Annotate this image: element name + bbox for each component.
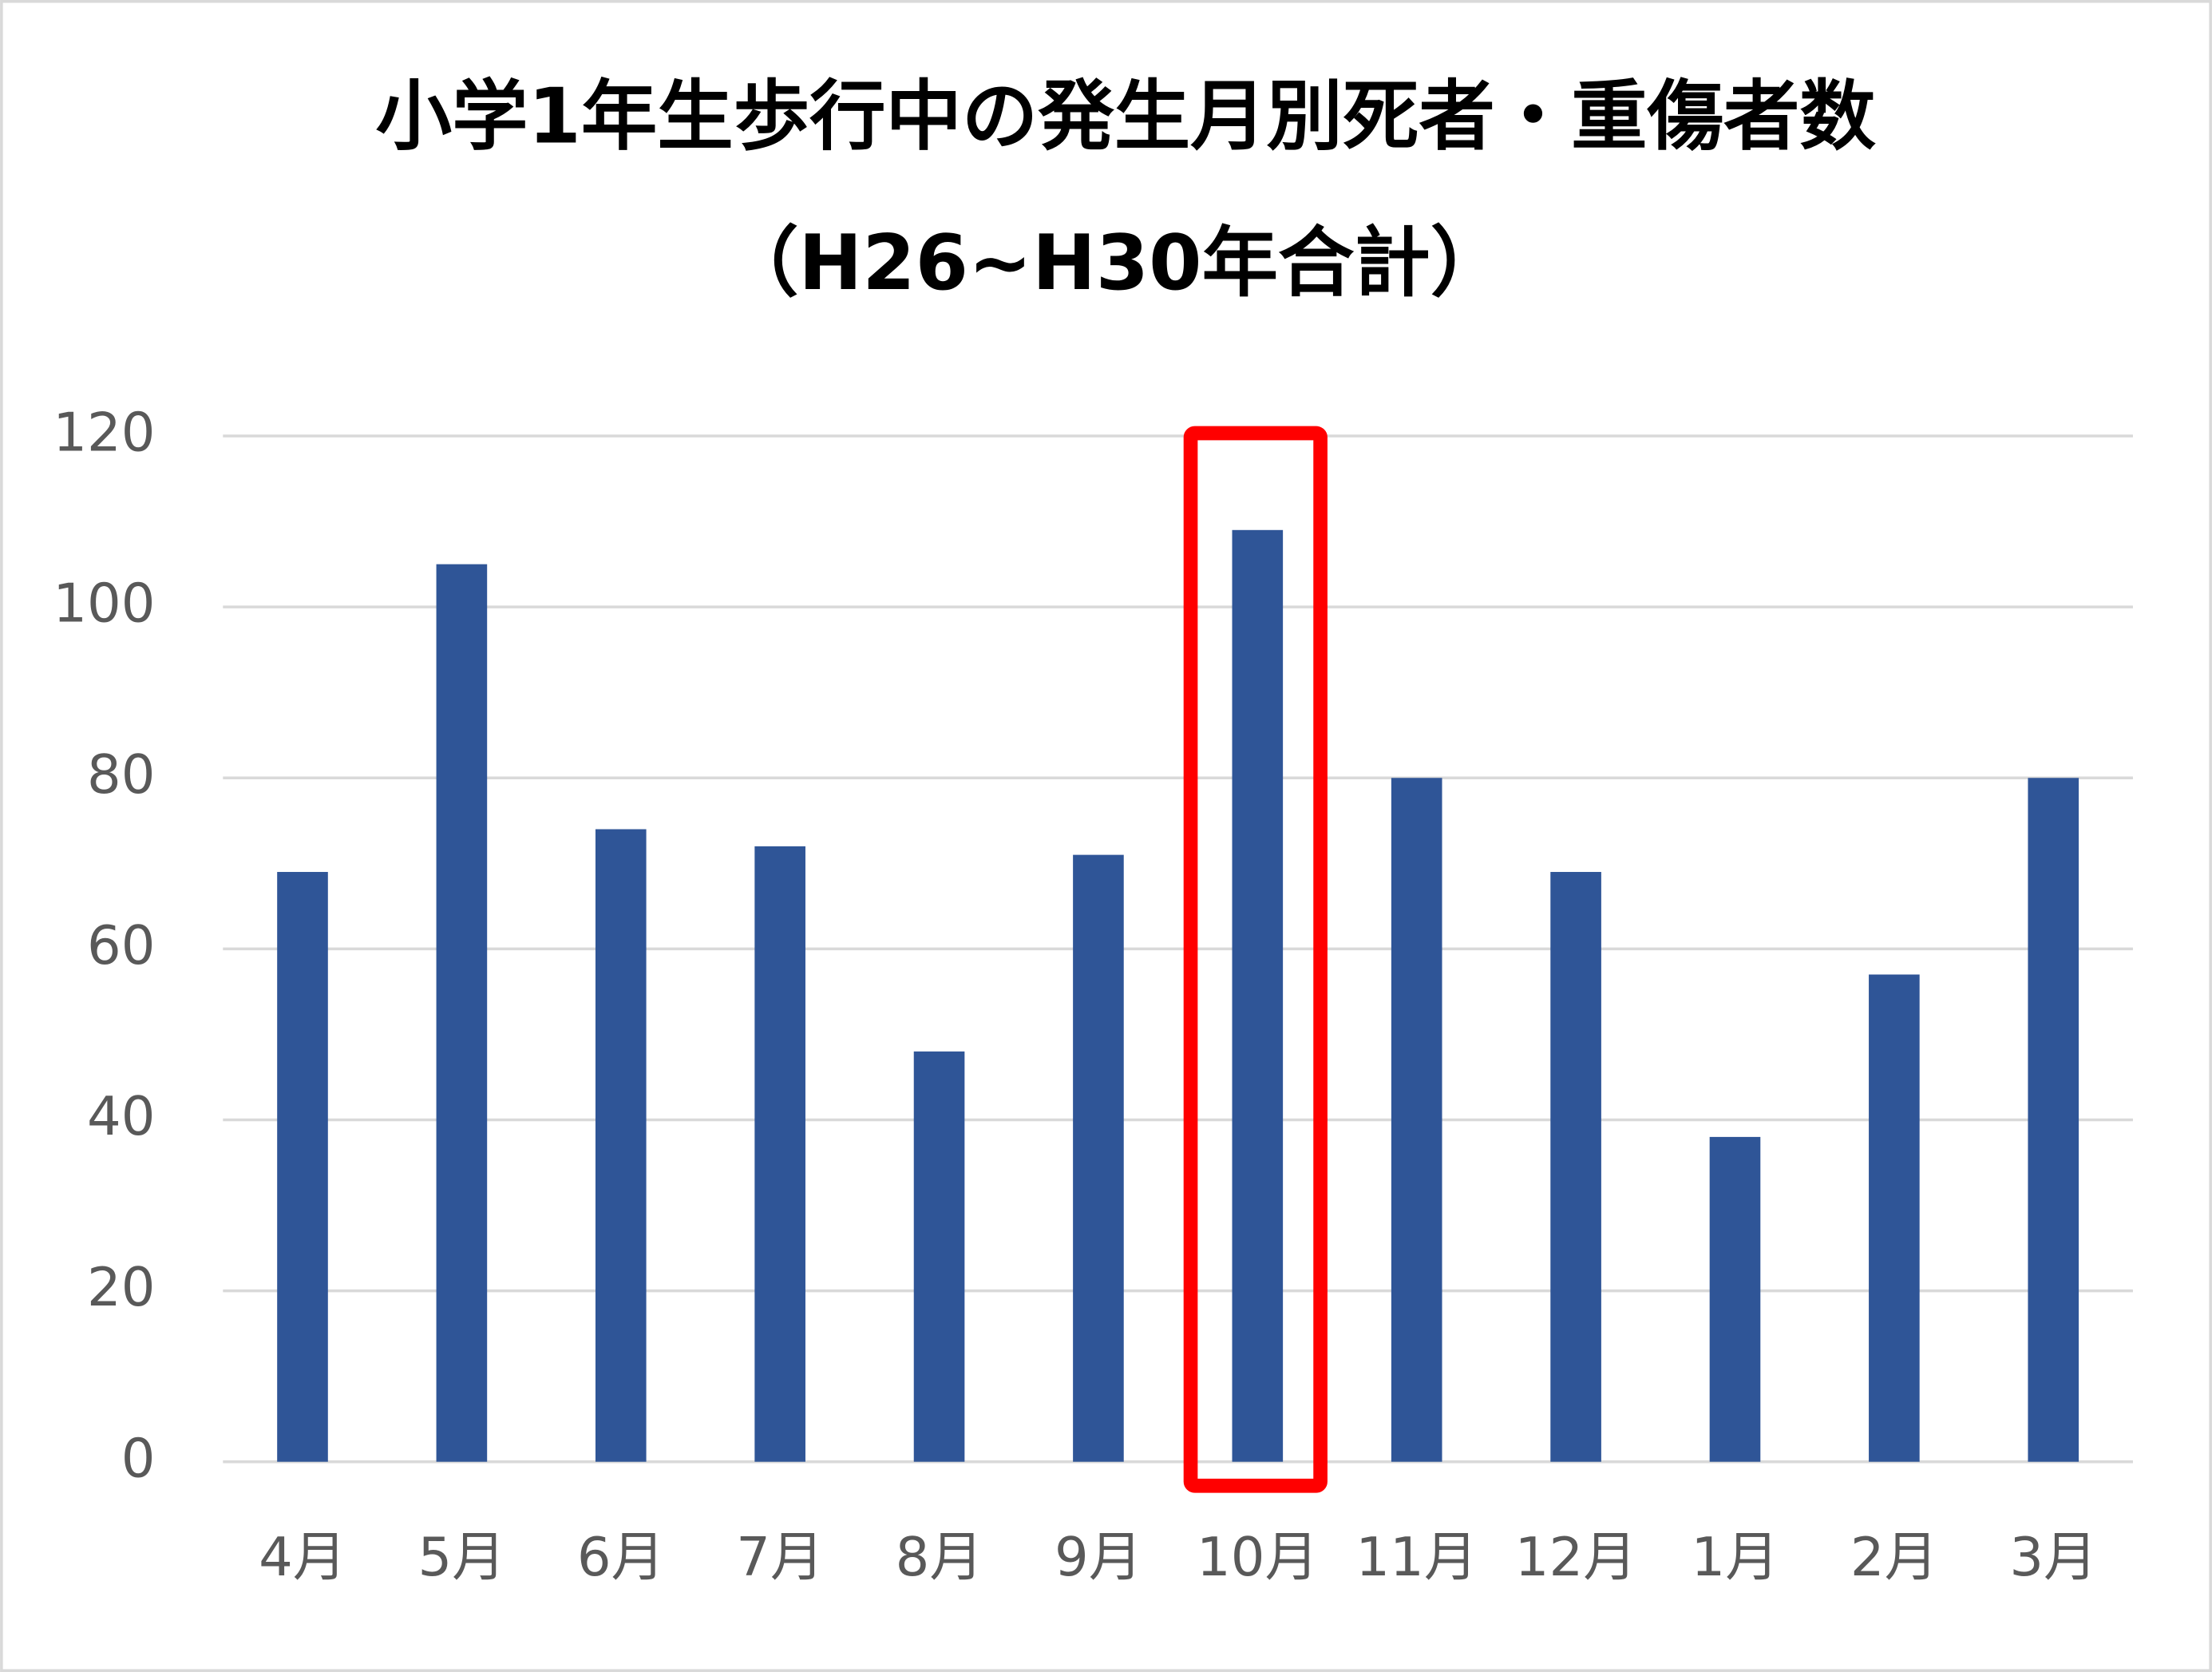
y-tick-label: 80 <box>87 743 155 806</box>
bar <box>1869 974 1920 1462</box>
bar <box>1550 872 1601 1462</box>
bar <box>1232 529 1284 1462</box>
x-tick-label: 10月 <box>1197 1526 1319 1588</box>
bar <box>1391 778 1442 1462</box>
bar <box>2028 778 2079 1462</box>
bar <box>277 872 328 1462</box>
highlight-box <box>1183 426 1328 1493</box>
bar <box>913 1051 965 1462</box>
x-tick-label: 3月 <box>2009 1526 2097 1588</box>
chart-subtitle: （H26~H30年合計） <box>722 218 1506 307</box>
x-tick-label: 12月 <box>1515 1526 1637 1588</box>
x-tick-label: 9月 <box>1055 1526 1142 1588</box>
x-tick-label: 5月 <box>417 1526 505 1588</box>
x-tick-label: 1月 <box>1692 1526 1779 1588</box>
x-tick-label: 6月 <box>577 1526 665 1588</box>
x-tick-label: 2月 <box>1850 1526 1938 1588</box>
bar <box>595 829 647 1462</box>
x-tick-label: 7月 <box>736 1526 824 1588</box>
y-tick-label: 0 <box>121 1427 156 1489</box>
y-tick-label: 100 <box>53 573 155 635</box>
y-tick-label: 60 <box>87 914 155 977</box>
x-tick-label: 11月 <box>1355 1526 1478 1588</box>
x-tick-label: 4月 <box>259 1526 346 1588</box>
y-tick-label: 40 <box>87 1085 155 1147</box>
x-tick-label: 8月 <box>896 1526 983 1588</box>
bar <box>436 564 488 1462</box>
bar <box>1709 1136 1761 1462</box>
chart-title: 小学1年生歩行中の発生月別死者・重傷者数 <box>376 71 1877 160</box>
y-tick-label: 20 <box>87 1256 155 1318</box>
y-tick-label: 120 <box>53 402 155 464</box>
bar <box>1073 854 1124 1462</box>
bar <box>754 846 805 1462</box>
